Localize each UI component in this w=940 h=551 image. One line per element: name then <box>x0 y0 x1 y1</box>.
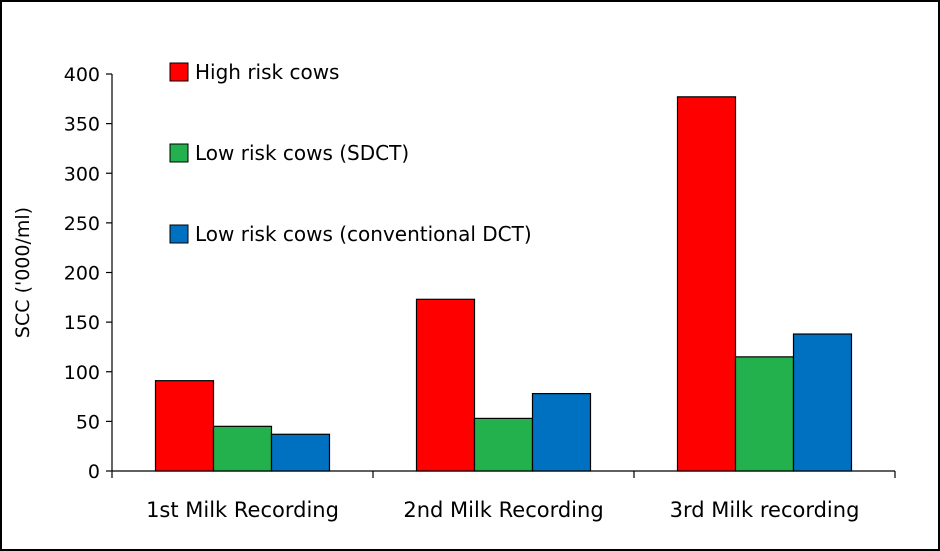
bar-low-risk-conventional-dct <box>792 333 853 472</box>
legend-label: Low risk cows (SDCT) <box>195 141 409 165</box>
bar-low-risk-conventional-dct <box>531 392 592 472</box>
y-axis: 0 50 100 150 200 250 300 350 400 <box>64 64 113 483</box>
bar-high-risk <box>415 298 476 472</box>
bar-low-risk-conventional-dct <box>270 433 331 472</box>
bar-high-risk <box>154 380 215 472</box>
bars <box>154 96 853 472</box>
legend-swatch <box>169 62 189 82</box>
legend-swatch <box>169 143 189 163</box>
bar-low-risk-sdct <box>473 417 534 472</box>
y-tick-label: 0 <box>88 461 100 483</box>
y-tick-label: 300 <box>64 163 100 185</box>
y-tick-label: 50 <box>76 411 100 433</box>
x-category-label: 2nd Milk Recording <box>403 498 603 522</box>
x-category-label: 1st Milk Recording <box>146 498 339 522</box>
y-tick-label: 150 <box>64 312 100 334</box>
bar-low-risk-sdct <box>212 425 273 472</box>
y-tick-label: 400 <box>64 64 100 86</box>
legend-label: Low risk cows (conventional DCT) <box>195 222 532 246</box>
bar-low-risk-sdct <box>734 356 795 472</box>
y-tick-label: 350 <box>64 114 100 136</box>
legend-swatch <box>169 224 189 244</box>
y-axis-title: SCC ('000/ml) <box>12 207 34 338</box>
legend: High risk cows Low risk cows (SDCT) Low ri… <box>169 60 532 246</box>
y-tick-label: 250 <box>64 213 100 235</box>
y-tick-label: 100 <box>64 362 100 384</box>
x-category-label: 3rd Milk recording <box>670 498 860 522</box>
y-tick-label: 200 <box>64 263 100 285</box>
x-axis: 1st Milk Recording 2nd Milk Recording 3rd … <box>111 470 896 522</box>
bar-high-risk <box>676 96 737 472</box>
legend-label: High risk cows <box>195 60 339 84</box>
